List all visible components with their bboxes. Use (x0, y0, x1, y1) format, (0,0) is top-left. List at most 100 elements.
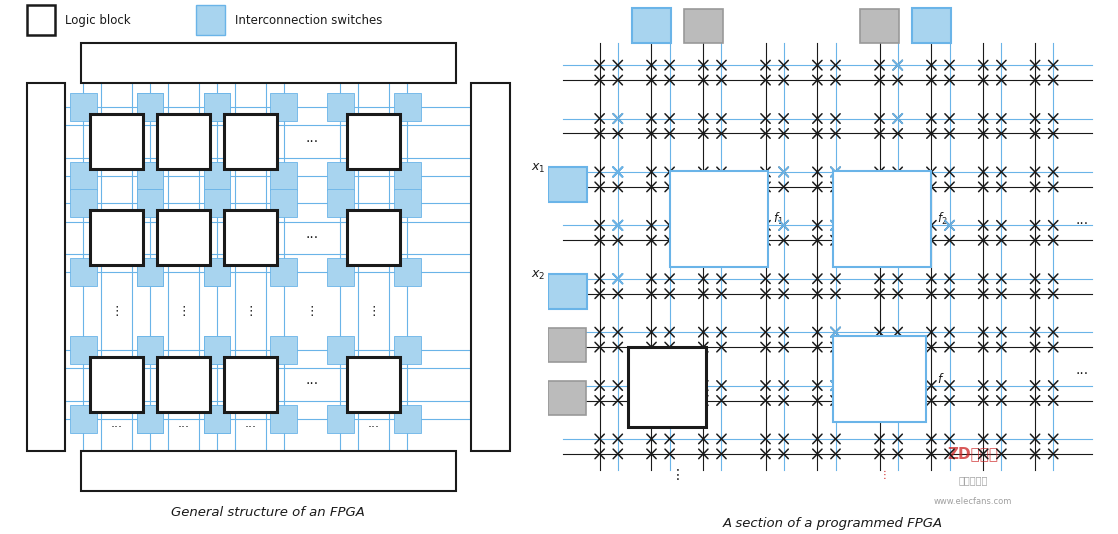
Text: $f$: $f$ (937, 372, 945, 386)
Bar (326, 336, 353, 364)
Bar (136, 405, 163, 433)
Text: 0: 0 (881, 224, 888, 233)
Bar (157, 389, 179, 412)
Text: 1: 1 (718, 243, 724, 253)
Bar (271, 336, 297, 364)
Text: $x_2$: $x_2$ (843, 184, 856, 196)
Bar (136, 336, 163, 364)
Text: $x_3$: $x_3$ (644, 11, 659, 24)
Bar (89, 242, 113, 265)
Bar (255, 389, 277, 412)
Bar (628, 347, 705, 427)
Text: ···: ··· (368, 421, 380, 434)
Text: ···: ··· (111, 421, 123, 434)
Text: General structure of an FPGA: General structure of an FPGA (171, 506, 366, 519)
Text: ···: ··· (305, 378, 319, 391)
Bar (136, 189, 163, 217)
Bar (89, 210, 143, 265)
Bar (347, 210, 400, 265)
Bar (121, 389, 143, 412)
Bar (347, 114, 400, 169)
Bar (203, 93, 230, 121)
Bar (394, 336, 420, 364)
Bar (157, 210, 179, 233)
Text: www.elecfans.com: www.elecfans.com (934, 498, 1012, 506)
Bar (136, 258, 163, 286)
Bar (326, 189, 353, 217)
Bar (157, 114, 179, 137)
Bar (347, 242, 370, 265)
Bar (69, 336, 96, 364)
Text: $f_2$: $f_2$ (937, 211, 947, 227)
Bar (89, 357, 113, 380)
Bar (271, 405, 297, 433)
Bar (203, 189, 230, 217)
Bar (911, 8, 951, 43)
Text: 0: 0 (718, 185, 724, 195)
Bar (203, 162, 230, 190)
Bar (121, 210, 143, 233)
Text: 0: 0 (881, 185, 888, 195)
Bar (378, 146, 400, 169)
Text: $x_3$: $x_3$ (843, 242, 856, 254)
Bar (347, 357, 400, 412)
Bar (224, 114, 277, 169)
Bar (80, 43, 456, 83)
Bar (224, 242, 246, 265)
Bar (188, 242, 210, 265)
Bar (69, 189, 96, 217)
Text: 1: 1 (881, 205, 888, 214)
Bar (271, 162, 297, 190)
Text: A section of a programmed FPGA: A section of a programmed FPGA (723, 517, 942, 530)
Text: ···: ··· (178, 421, 189, 434)
Bar (224, 210, 246, 233)
Bar (203, 258, 230, 286)
Bar (203, 93, 230, 121)
Bar (255, 146, 277, 169)
Bar (188, 114, 210, 137)
Bar (224, 146, 246, 169)
Bar (89, 389, 113, 412)
Text: $f_2$: $f_2$ (842, 402, 852, 415)
Bar (136, 405, 163, 433)
Bar (203, 405, 230, 433)
Text: ⋮: ⋮ (244, 305, 256, 318)
Bar (271, 189, 297, 217)
Text: $x_1$: $x_1$ (531, 162, 546, 175)
Text: ···: ··· (1076, 367, 1088, 381)
Text: I/O block: I/O block (240, 465, 296, 478)
Text: $x_1$: $x_1$ (680, 184, 693, 196)
Bar (89, 114, 143, 169)
Bar (326, 93, 353, 121)
Text: $f_1$: $f_1$ (774, 211, 784, 227)
Bar (203, 336, 230, 364)
Text: $f$: $f$ (928, 10, 936, 24)
Bar (157, 114, 210, 169)
Bar (255, 210, 277, 233)
Bar (27, 5, 55, 35)
Bar (157, 242, 179, 265)
Text: 0: 0 (877, 345, 883, 355)
Bar (861, 9, 899, 43)
Text: Logic block: Logic block (65, 14, 131, 27)
Bar (69, 162, 96, 190)
Bar (255, 114, 277, 137)
Bar (548, 274, 587, 309)
Bar (271, 93, 297, 121)
Bar (69, 258, 96, 286)
Text: I/O block: I/O block (484, 240, 498, 294)
Bar (833, 171, 931, 267)
Bar (136, 258, 163, 286)
Text: ⋮: ⋮ (111, 305, 123, 318)
Text: I/O block: I/O block (39, 240, 53, 294)
Text: ZD军顶网: ZD军顶网 (947, 446, 998, 461)
Text: ⋮: ⋮ (671, 468, 684, 482)
Bar (548, 328, 586, 362)
Bar (224, 357, 277, 412)
Bar (136, 162, 163, 190)
Text: ···: ··· (305, 231, 319, 245)
Bar (136, 162, 163, 190)
Text: 0: 0 (718, 224, 724, 233)
Bar (394, 93, 420, 121)
Bar (670, 171, 768, 267)
